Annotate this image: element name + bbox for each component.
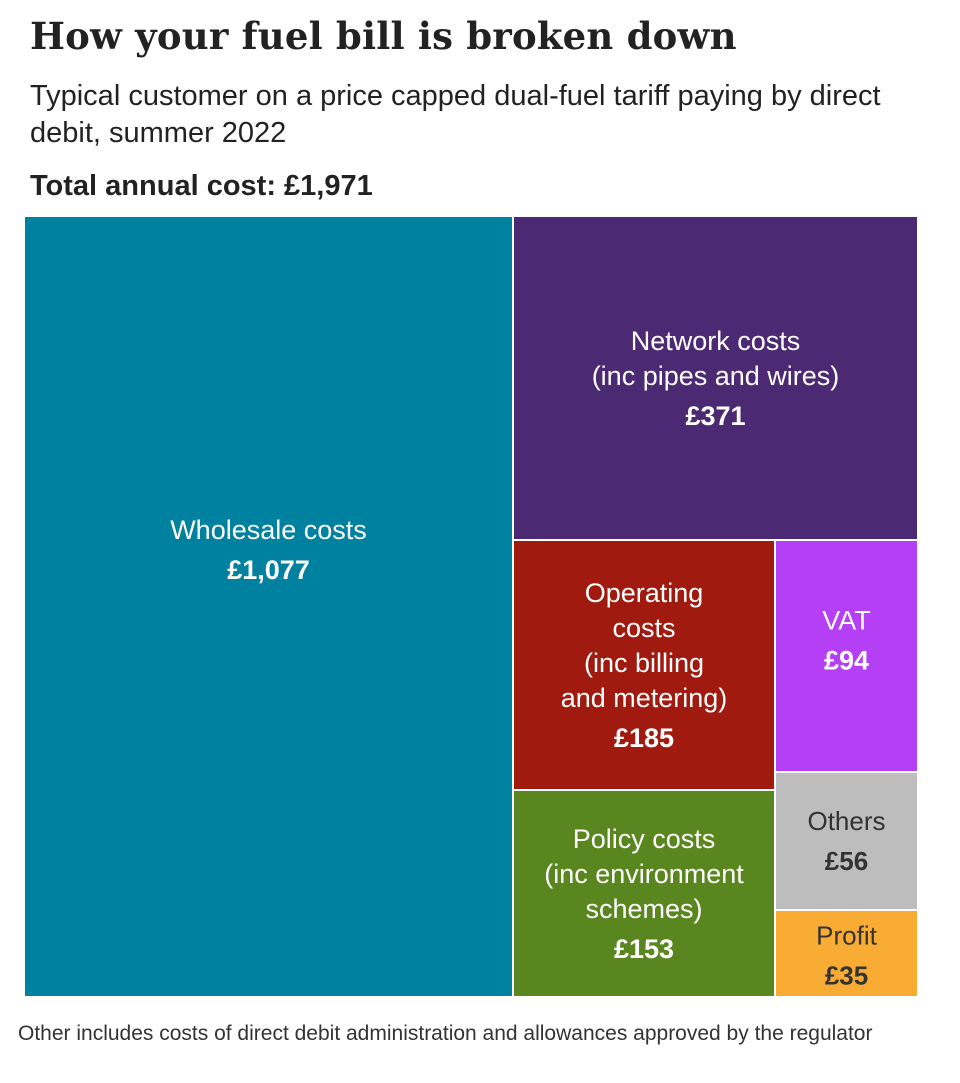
- treemap-chart: Wholesale costs £1,077 Network costs (inc p…: [25, 217, 917, 996]
- treemap-value-policy: £153: [614, 934, 674, 964]
- treemap-cell-policy: Policy costs (inc environment schemes) £153: [514, 791, 774, 996]
- chart-title: How your fuel bill is broken down: [30, 14, 737, 58]
- treemap-cell-wholesale: Wholesale costs £1,077: [25, 217, 512, 996]
- treemap-label-policy-line-1: (inc environment: [544, 859, 744, 889]
- treemap-rect-others: [776, 773, 917, 909]
- treemap-label-policy-line-0: Policy costs: [573, 824, 716, 854]
- treemap-label-operating-line-3: and metering): [561, 683, 728, 713]
- treemap-label-network-line-0: Network costs: [631, 326, 801, 356]
- treemap-cell-network: Network costs (inc pipes and wires) £371: [514, 217, 917, 539]
- treemap-label-vat-line-0: VAT: [822, 605, 871, 635]
- treemap-cell-profit: Profit £35: [776, 911, 917, 996]
- treemap-label-operating-line-2: (inc billing: [584, 648, 704, 678]
- treemap-value-network: £371: [685, 401, 745, 431]
- treemap-label-operating-line-0: Operating: [585, 578, 704, 608]
- treemap-label-profit-line-0: Profit: [816, 921, 877, 951]
- treemap-label-network-line-1: (inc pipes and wires): [592, 361, 840, 391]
- treemap-label-wholesale-line-0: Wholesale costs: [170, 515, 367, 545]
- treemap-value-others: £56: [825, 846, 868, 876]
- treemap-value-wholesale: £1,077: [227, 555, 310, 585]
- treemap-cell-vat: VAT £94: [776, 541, 917, 771]
- treemap-cell-operating: Operating costs (inc billing and metering) £…: [514, 541, 774, 789]
- total-annual-cost: Total annual cost: £1,971: [30, 170, 373, 202]
- treemap-label-operating-line-1: costs: [612, 613, 675, 643]
- treemap-cell-others: Others £56: [776, 773, 917, 909]
- treemap-label-policy-line-2: schemes): [585, 894, 702, 924]
- chart-subtitle: Typical customer on a price capped dual-…: [30, 80, 881, 149]
- treemap-rect-operating: [514, 541, 774, 789]
- treemap-rect-vat: [776, 541, 917, 771]
- treemap-rect-profit: [776, 911, 917, 996]
- treemap-rect-wholesale: [25, 217, 512, 996]
- treemap-value-operating: £185: [614, 723, 674, 753]
- footnote: Other includes costs of direct debit adm…: [18, 1022, 873, 1045]
- treemap-value-vat: £94: [824, 645, 869, 675]
- treemap-label-others-line-0: Others: [807, 806, 885, 836]
- treemap-value-profit: £35: [825, 961, 868, 991]
- treemap-rect-network: [514, 217, 917, 539]
- treemap-rect-policy: [514, 791, 774, 996]
